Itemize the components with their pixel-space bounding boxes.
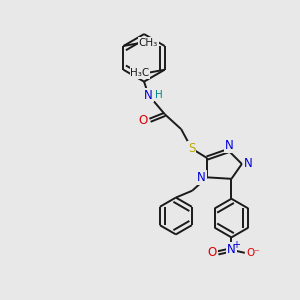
Text: +: + [232, 239, 240, 250]
Text: H₃C: H₃C [130, 68, 150, 78]
Text: O⁻: O⁻ [246, 248, 260, 258]
Text: N: N [244, 158, 253, 170]
Text: N: N [227, 243, 236, 256]
Text: CH₃: CH₃ [139, 38, 158, 48]
Text: O: O [208, 246, 217, 259]
Text: N: N [144, 88, 153, 101]
Text: S: S [188, 142, 195, 155]
Text: H: H [155, 90, 163, 100]
Text: N: N [225, 139, 233, 152]
Text: N: N [197, 171, 206, 184]
Text: O: O [139, 114, 148, 127]
